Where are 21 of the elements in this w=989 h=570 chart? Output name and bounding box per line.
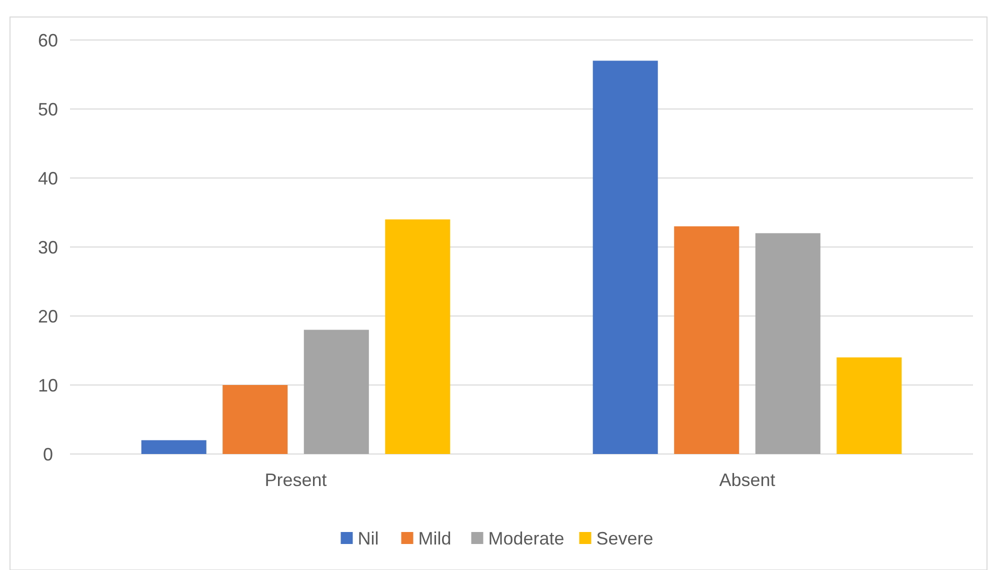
legend-label: Moderate (488, 528, 564, 548)
legend-label: Severe (596, 528, 654, 548)
y-tick-label: 0 (42, 444, 54, 464)
bar (304, 330, 369, 454)
bar (222, 385, 288, 454)
y-tick-label: 40 (38, 168, 58, 188)
y-tick-label: 10 (38, 375, 58, 396)
bar (674, 226, 740, 454)
x-tick-label: Present (264, 470, 327, 490)
y-tick-label: 30 (38, 237, 58, 258)
bar (755, 233, 820, 454)
y-tick-label: 60 (38, 30, 58, 50)
bar (141, 440, 206, 454)
y-tick-label: 20 (38, 306, 58, 326)
bar (592, 60, 658, 454)
y-tick-label: 50 (38, 99, 58, 120)
x-tick-label: Absent (719, 470, 776, 490)
bar (385, 219, 450, 454)
legend-label: Mild (418, 528, 452, 548)
bar (836, 357, 902, 454)
legend-label: Nil (358, 528, 379, 548)
